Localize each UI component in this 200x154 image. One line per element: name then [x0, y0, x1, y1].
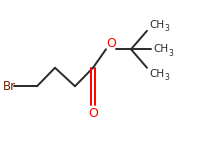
Text: 3: 3: [164, 24, 169, 33]
Text: CH: CH: [149, 69, 164, 79]
Text: CH: CH: [153, 44, 168, 54]
Text: Br: Br: [2, 80, 16, 93]
Text: 3: 3: [164, 73, 169, 82]
Text: O: O: [106, 37, 116, 50]
Text: CH: CH: [149, 20, 164, 30]
Text: 3: 3: [168, 49, 173, 58]
Text: O: O: [88, 107, 98, 120]
